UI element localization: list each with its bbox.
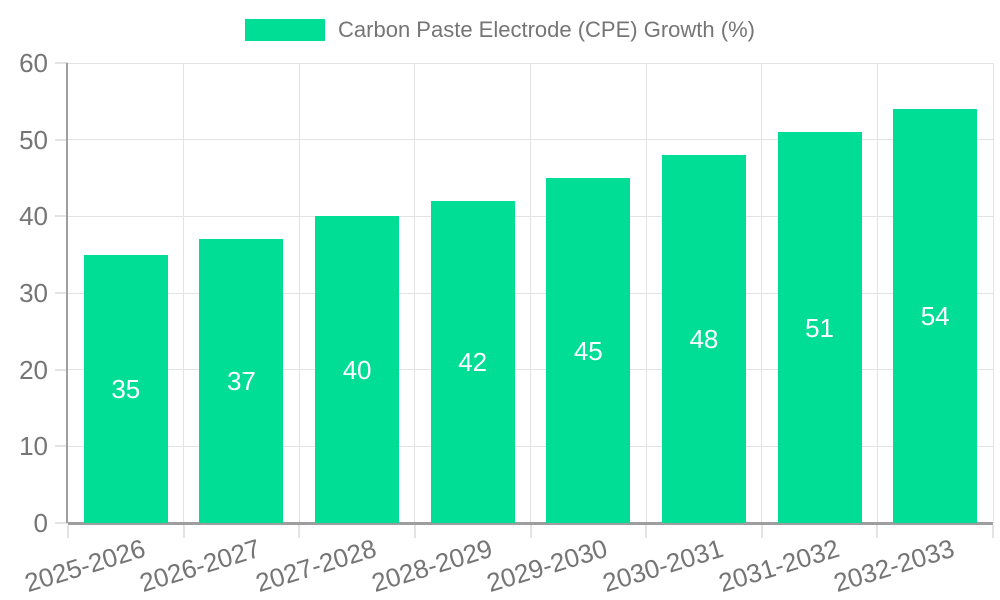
bar-value-label: 48	[689, 324, 719, 354]
bar-value-label: 54	[920, 301, 950, 331]
x-gridline	[530, 63, 531, 523]
y-tick	[55, 215, 68, 218]
bar-value-label: 35	[111, 373, 141, 404]
x-tick	[67, 525, 69, 538]
y-tick-label: 10	[19, 431, 48, 462]
x-tick	[760, 525, 763, 538]
y-tick	[55, 138, 68, 141]
y-tick-label: 20	[19, 354, 48, 385]
bar-value-label: 45	[573, 335, 603, 366]
x-axis-line	[68, 522, 993, 525]
y-tick-label: 60	[19, 48, 48, 78]
bar-value-label: 42	[458, 347, 488, 377]
bar	[83, 254, 168, 523]
x-tick	[645, 525, 648, 538]
y-axis-line	[66, 63, 68, 523]
legend[interactable]: Carbon Paste Electrode (CPE) Growth (%)	[0, 17, 1000, 43]
x-gridline	[414, 63, 416, 523]
x-tick	[876, 525, 879, 538]
y-tick	[55, 292, 68, 294]
bar	[315, 216, 400, 523]
y-tick	[55, 62, 68, 64]
bar-value-label: 40	[342, 354, 372, 385]
x-gridline	[183, 63, 185, 523]
x-tick	[298, 525, 301, 538]
x-gridline	[298, 63, 300, 523]
bar-value-label: 51	[805, 312, 835, 343]
bar	[430, 201, 515, 523]
legend-swatch	[245, 19, 326, 41]
y-tick	[55, 522, 68, 524]
x-tick	[182, 525, 185, 538]
bar	[199, 239, 284, 523]
plot-area: 0 10 20 30 40 50 60 35 2025-2026 37 2026-2027 40 202…	[19, 48, 994, 598]
legend-label: Carbon Paste Electrode (CPE) Growth (%)	[338, 17, 755, 42]
y-tick-label: 50	[19, 124, 48, 155]
y-tick-label: 40	[19, 201, 48, 232]
y-tick	[55, 368, 68, 371]
bar	[893, 109, 978, 523]
x-tick	[992, 525, 994, 538]
bar	[777, 132, 862, 523]
x-tick	[529, 525, 532, 538]
y-tick-label: 30	[19, 278, 48, 308]
x-tick	[413, 525, 416, 538]
bar	[546, 178, 631, 523]
x-gridline	[992, 63, 994, 523]
y-tick-label: 0	[33, 508, 48, 538]
bar	[661, 155, 746, 523]
x-gridline	[645, 63, 647, 523]
x-gridline	[876, 63, 878, 523]
x-gridline	[761, 63, 763, 523]
bar-value-label: 37	[226, 366, 256, 397]
y-tick	[55, 445, 68, 448]
